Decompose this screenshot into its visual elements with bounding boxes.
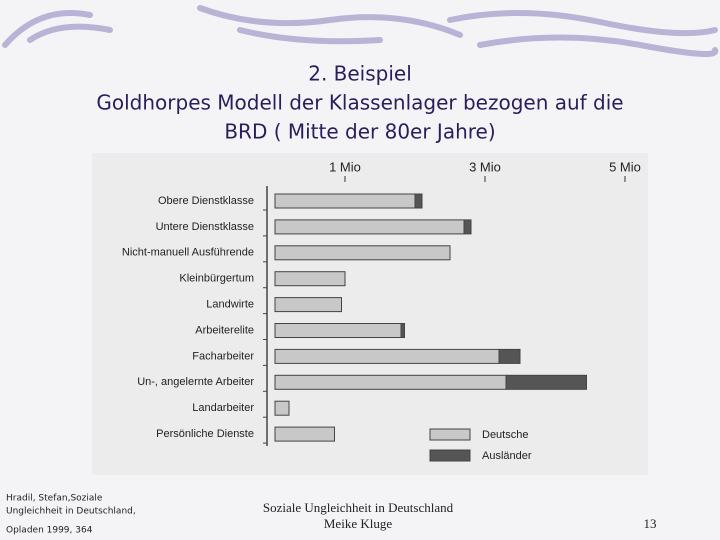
x-tick-label: 3 Mio bbox=[469, 159, 501, 174]
category-label: Landarbeiter bbox=[192, 402, 254, 414]
bar bbox=[274, 297, 342, 313]
legend-swatch bbox=[429, 449, 471, 462]
bar bbox=[414, 193, 423, 209]
legend-swatch bbox=[429, 428, 471, 441]
page-number: 13 bbox=[644, 516, 657, 531]
category-label: Obere Dienstklasse bbox=[158, 195, 254, 207]
bar bbox=[274, 348, 500, 364]
swirl bbox=[477, 34, 719, 57]
category-label: Untere Dienstklasse bbox=[156, 221, 254, 233]
bar bbox=[498, 348, 521, 364]
bar bbox=[274, 245, 451, 261]
bar bbox=[274, 400, 290, 416]
legend-label: Deutsche bbox=[482, 429, 528, 441]
swirl bbox=[2, 10, 93, 48]
category-label: Nicht-manuell Ausführende bbox=[122, 247, 254, 259]
footer-line: Meike Kluge bbox=[324, 516, 392, 531]
swirl bbox=[197, 5, 463, 38]
decoration bbox=[2, 5, 719, 57]
bar bbox=[274, 374, 507, 390]
title-line: Goldhorpes Modell der Klassenlager bezog… bbox=[96, 91, 623, 115]
bar bbox=[274, 219, 465, 235]
x-tick-label: 5 Mio bbox=[609, 159, 641, 174]
bar bbox=[274, 323, 402, 338]
category-label: Arbeiterelite bbox=[195, 324, 254, 336]
category-label: Facharbeiter bbox=[192, 350, 254, 362]
source-line: Opladen 1999, 364 bbox=[6, 526, 93, 536]
category-label: Persönliche Dienste bbox=[156, 428, 254, 440]
source-line: Ungleichheit in Deutschland, bbox=[6, 507, 136, 517]
bar bbox=[274, 426, 335, 442]
source-line: Hradil, Stefan,Soziale bbox=[6, 494, 103, 504]
footer-line: Soziale Ungleichheit in Deutschland bbox=[263, 500, 454, 515]
legend-label: Ausländer bbox=[482, 450, 532, 462]
bar bbox=[400, 323, 405, 338]
bar bbox=[505, 374, 587, 390]
bar bbox=[274, 193, 416, 209]
title-line: BRD ( Mitte der 80er Jahre) bbox=[224, 120, 495, 144]
x-tick-label: 1 Mio bbox=[329, 159, 361, 174]
category-label: Un-, angelernte Arbeiter bbox=[137, 376, 254, 388]
bar bbox=[463, 219, 472, 235]
swirl bbox=[447, 9, 718, 37]
chart: 1 Mio 3 Mio 5 Mio Obere Dienstklasse Untere … bbox=[122, 159, 641, 461]
category-label: Kleinbürgertum bbox=[179, 273, 254, 285]
bar bbox=[274, 271, 346, 287]
category-label: Landwirte bbox=[206, 299, 254, 311]
swirl bbox=[27, 23, 113, 43]
swirl bbox=[237, 27, 383, 45]
title-line: 2. Beispiel bbox=[308, 62, 412, 86]
